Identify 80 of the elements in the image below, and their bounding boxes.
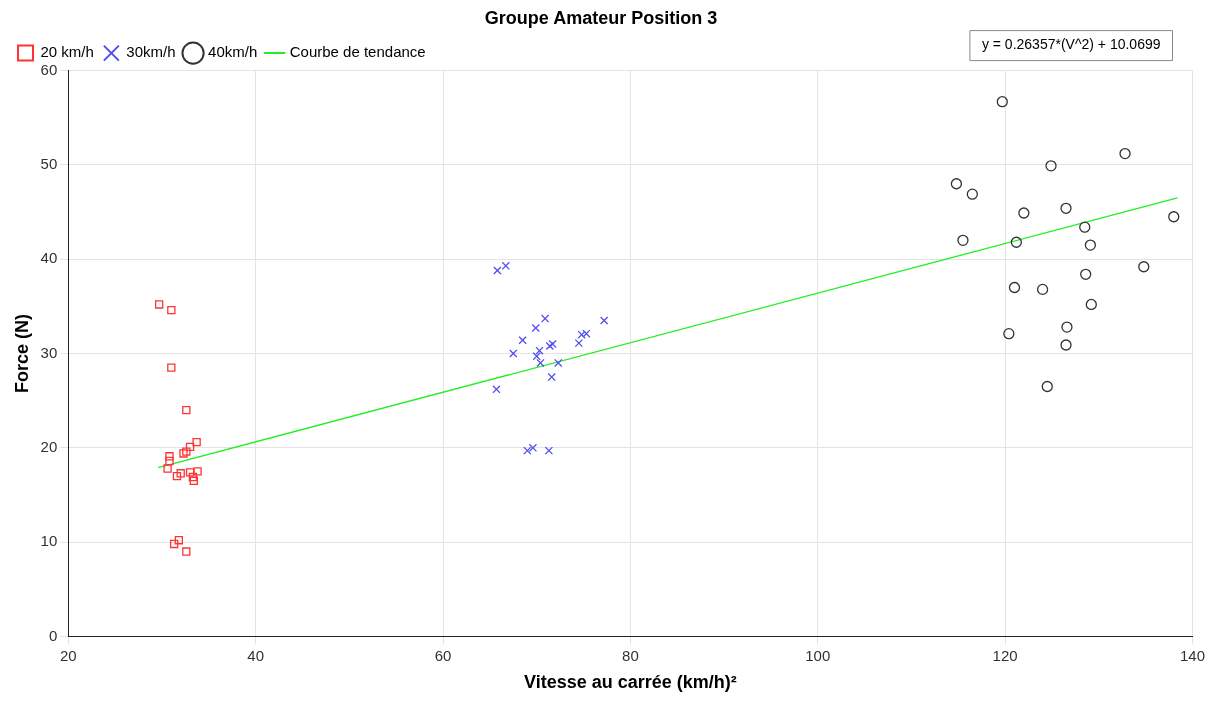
point <box>1041 380 1053 393</box>
point <box>523 446 532 455</box>
point <box>165 456 174 466</box>
point <box>192 437 201 447</box>
point <box>493 266 502 275</box>
y-tick-label: 10 <box>40 532 58 550</box>
point <box>193 467 202 476</box>
point <box>1084 239 1097 251</box>
point <box>185 468 195 477</box>
point <box>518 336 527 345</box>
point <box>174 536 184 545</box>
x-tick-label: 60 <box>434 646 452 664</box>
point <box>966 188 978 200</box>
x-axis-title: Vitesse au carrée (km/h)² <box>523 672 737 693</box>
point <box>1036 283 1049 296</box>
x-tick-label: 80 <box>622 646 639 664</box>
y-tick-label: 40 <box>40 249 58 267</box>
point <box>1119 147 1131 160</box>
point <box>163 464 172 473</box>
point <box>182 547 191 556</box>
point <box>189 476 199 485</box>
point <box>1018 207 1030 219</box>
point <box>531 323 540 333</box>
y-tick-label: 20 <box>40 437 58 455</box>
legend-label: 40km/h <box>208 43 258 61</box>
x-tick-label: 140 <box>1179 646 1205 664</box>
point <box>1085 298 1097 311</box>
y-tick-label: 0 <box>48 626 58 644</box>
point <box>1003 328 1015 340</box>
point <box>185 442 195 452</box>
point <box>536 358 545 368</box>
point <box>182 447 191 456</box>
x-tick-label: 20 <box>59 646 77 664</box>
point <box>1080 268 1092 280</box>
point <box>1010 236 1023 248</box>
point <box>544 446 554 455</box>
legend-label: 30km/h <box>126 43 176 61</box>
point <box>1060 202 1072 214</box>
point <box>182 405 191 415</box>
point <box>1168 211 1180 223</box>
point <box>1045 160 1057 172</box>
point <box>599 316 609 325</box>
point <box>547 372 556 382</box>
chart-title: Groupe Amateur Position 3 <box>484 7 718 28</box>
point <box>957 234 969 246</box>
legend-label: Courbe de tendance <box>289 43 426 61</box>
point <box>169 539 179 549</box>
point <box>1079 221 1091 233</box>
point <box>1061 321 1073 333</box>
point <box>545 341 554 351</box>
point <box>165 452 174 461</box>
y-tick-label: 60 <box>40 60 58 78</box>
point <box>492 385 501 394</box>
point <box>528 443 538 452</box>
point <box>167 363 176 372</box>
x-tick-label: 100 <box>805 646 831 664</box>
text: y = 0.26357*(V^2) + 10.0699 <box>981 36 1161 53</box>
point <box>154 300 164 309</box>
point <box>582 329 591 338</box>
point <box>176 469 185 478</box>
point <box>167 305 176 315</box>
point <box>1008 281 1021 294</box>
point <box>540 314 550 323</box>
point <box>1060 339 1072 351</box>
point <box>1138 261 1150 273</box>
point <box>950 178 963 190</box>
point <box>172 471 182 481</box>
y-axis-title: Force (N) <box>11 313 32 394</box>
point <box>509 349 518 358</box>
legend-label: 20 km/h <box>40 43 94 61</box>
point <box>179 449 188 458</box>
point <box>188 472 198 482</box>
y-tick-label: 30 <box>40 343 58 361</box>
point <box>554 358 563 368</box>
point <box>996 96 1008 108</box>
x-tick-label: 120 <box>992 646 1018 664</box>
point <box>501 261 510 270</box>
y-tick-label: 50 <box>40 155 58 173</box>
point <box>548 339 557 349</box>
x-tick-label: 40 <box>247 646 264 664</box>
